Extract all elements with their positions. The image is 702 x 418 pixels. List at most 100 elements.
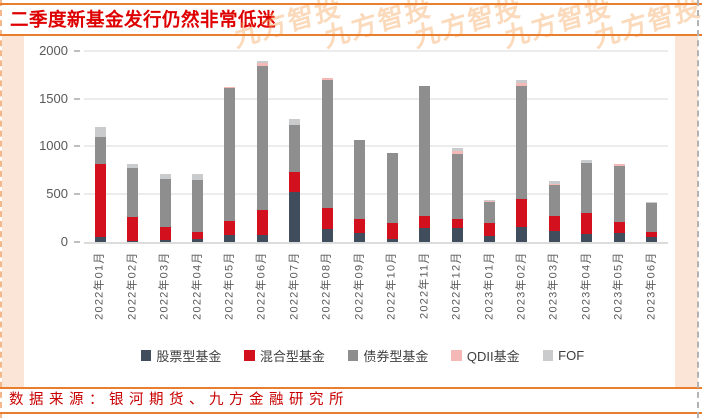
legend-label: 混合型基金 [259, 349, 325, 364]
bar-2023年04月 [571, 159, 603, 242]
segment-混合型基金 [127, 216, 139, 241]
segment-QDII基金 [451, 151, 463, 154]
segment-FOF [94, 127, 106, 138]
legend-label: QDII基金 [466, 349, 520, 364]
bar-stack [581, 159, 593, 242]
segment-股票型基金 [94, 236, 106, 242]
segment-混合型基金 [256, 210, 268, 235]
segment-混合型基金 [419, 216, 431, 229]
segment-FOF [451, 148, 463, 152]
footer-band: 数据来源：银河期货、九方金融研究所 [0, 389, 702, 412]
segment-债券型基金 [516, 86, 528, 199]
segment-QDII基金 [321, 78, 333, 81]
legend-swatch [451, 350, 462, 361]
x-axis-label: 2022年11月 [418, 251, 431, 320]
segment-混合型基金 [581, 212, 593, 234]
segment-股票型基金 [159, 240, 171, 242]
segment-债券型基金 [94, 137, 106, 165]
bar-2022年03月 [149, 174, 181, 242]
page-title: 二季度新基金发行仍然非常低迷 [10, 9, 277, 30]
bar-stack [419, 86, 431, 242]
segment-债券型基金 [354, 139, 366, 219]
segment-混合型基金 [613, 222, 625, 234]
segment-债券型基金 [127, 168, 139, 217]
segment-债券型基金 [224, 88, 236, 222]
bar-stack [289, 119, 301, 242]
x-axis-label: 2022年10月 [385, 251, 398, 320]
segment-债券型基金 [581, 163, 593, 213]
chart-panel: 0 500 1000 1500 2000 2022年01月 2022年02月 2022年03… [24, 36, 675, 387]
x-axis-label: 2022年04月 [191, 251, 204, 320]
x-axis-label: 2023年03月 [547, 251, 560, 320]
segment-QDII基金 [224, 86, 236, 89]
segment-混合型基金 [192, 232, 204, 240]
segment-FOF [581, 159, 593, 164]
bar-stack [646, 201, 658, 242]
segment-股票型基金 [451, 227, 463, 242]
segment-混合型基金 [289, 172, 301, 192]
gridline [84, 49, 668, 52]
divider-under-title [0, 34, 702, 36]
bar-stack [256, 61, 268, 242]
bar-stack [548, 181, 560, 242]
segment-股票型基金 [224, 235, 236, 242]
segment-股票型基金 [289, 191, 301, 242]
segment-混合型基金 [484, 223, 496, 237]
segment-股票型基金 [256, 234, 268, 242]
segment-FOF [484, 199, 496, 201]
bar-2022年12月 [441, 148, 473, 242]
legend-swatch [542, 350, 554, 361]
x-axis-label: 2023年04月 [580, 251, 593, 320]
data-source-note: 数据来源：银河期货、九方金融研究所 [9, 392, 349, 408]
segment-债券型基金 [548, 185, 560, 216]
gridline [84, 193, 668, 196]
x-axis-label: 2022年03月 [158, 251, 171, 320]
x-axis-label: 2022年01月 [93, 251, 106, 320]
segment-混合型基金 [451, 218, 463, 228]
divider-top [0, 3, 702, 5]
legend-swatch [347, 350, 359, 361]
segment-混合型基金 [354, 218, 366, 234]
segment-债券型基金 [613, 166, 625, 223]
plot-area [84, 44, 668, 244]
segment-股票型基金 [354, 233, 366, 242]
segment-债券型基金 [451, 153, 463, 219]
segment-FOF [516, 80, 528, 84]
bar-stack [321, 78, 333, 242]
legend-item-股票型基金: 股票型基金 [140, 346, 221, 365]
segment-FOF [289, 119, 301, 125]
segment-债券型基金 [159, 178, 171, 228]
segment-混合型基金 [159, 227, 171, 241]
bar-stack [354, 139, 366, 242]
y-tick-label: 500 [46, 186, 68, 202]
segment-股票型基金 [581, 233, 593, 242]
segment-债券型基金 [646, 203, 658, 232]
x-axis-label: 2022年12月 [450, 251, 463, 320]
y-tick-mark [74, 193, 80, 196]
bar-stack [613, 164, 625, 242]
segment-股票型基金 [613, 233, 625, 242]
segment-FOF [646, 201, 658, 204]
segment-股票型基金 [516, 226, 528, 242]
legend-item-债券型基金: 债券型基金 [347, 346, 428, 365]
segment-股票型基金 [548, 231, 560, 242]
bar-2023年01月 [473, 199, 505, 242]
segment-股票型基金 [419, 228, 431, 242]
segment-债券型基金 [419, 86, 431, 217]
y-tick-mark [74, 97, 80, 100]
bar-stack [127, 164, 139, 242]
x-axis-label: 2022年09月 [353, 251, 366, 320]
legend-label: FOF [558, 348, 585, 363]
x-axis-label: 2023年05月 [612, 251, 625, 320]
bar-2023年05月 [603, 164, 635, 242]
segment-债券型基金 [289, 124, 301, 173]
bar-2022年11月 [408, 86, 440, 242]
segment-FOF [192, 174, 204, 180]
bar-2022年08月 [311, 78, 343, 242]
segment-QDII基金 [516, 83, 528, 87]
bar-2022年06月 [246, 61, 278, 242]
segment-混合型基金 [224, 221, 236, 236]
bar-2023年03月 [538, 181, 570, 242]
x-axis-label: 2023年06月 [645, 251, 658, 320]
